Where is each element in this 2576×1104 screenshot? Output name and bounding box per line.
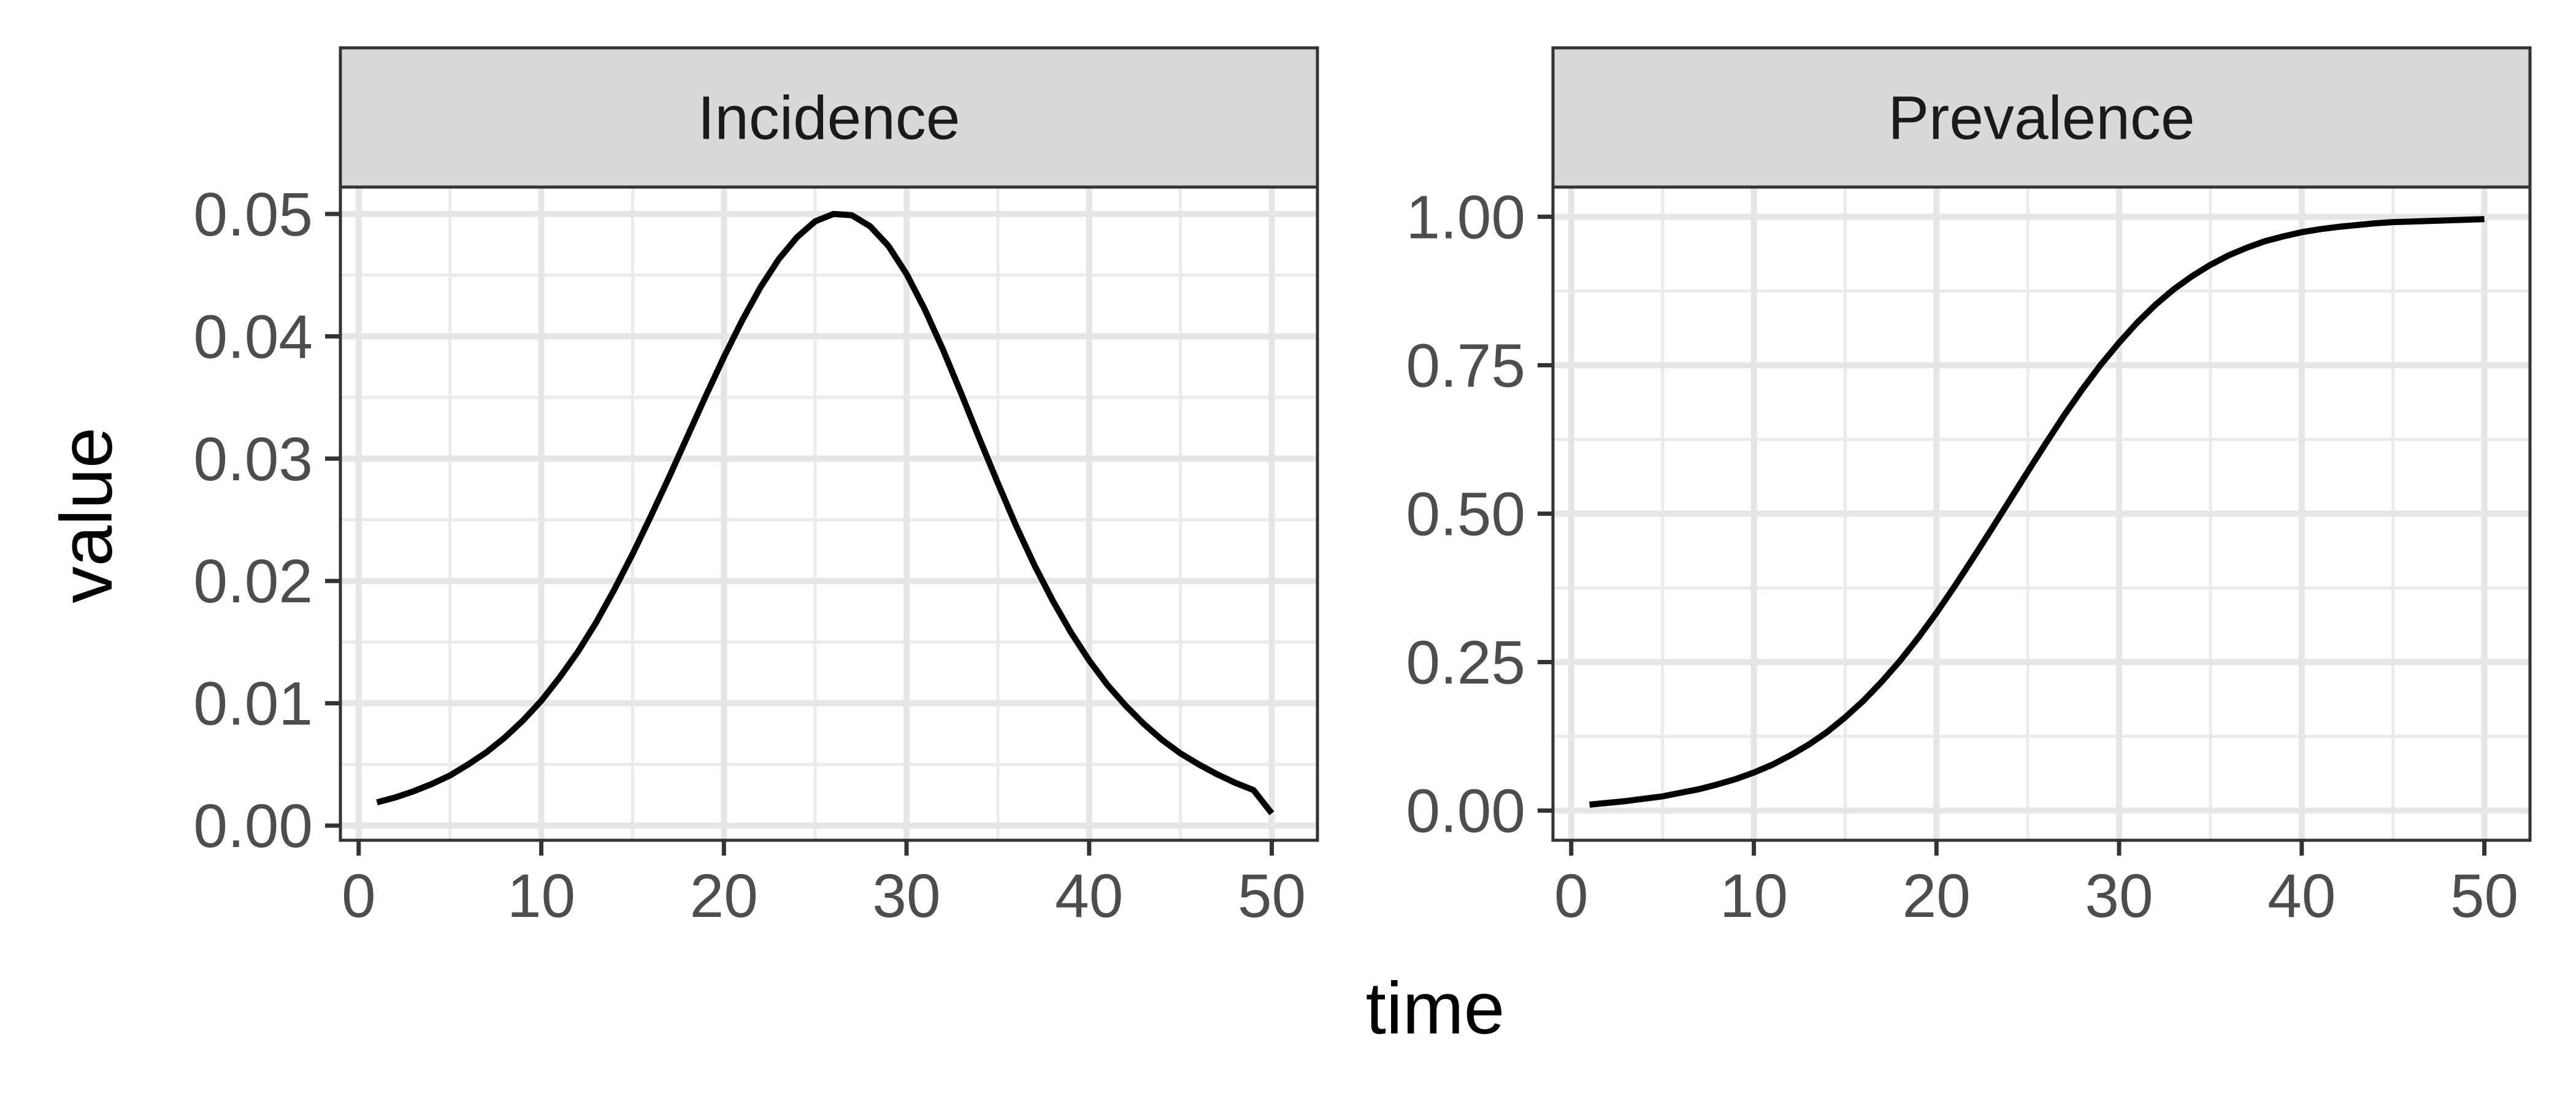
y-tick-label: 0.04 [193, 302, 313, 371]
x-tick-label: 10 [1720, 862, 1788, 930]
x-tick-label: 40 [1055, 862, 1123, 930]
y-tick-label: 0.02 [193, 547, 313, 616]
facet-strip [339, 46, 1319, 189]
series-line-incidence [376, 210, 1275, 816]
x-tick-label: 30 [872, 862, 940, 930]
y-tick-label: 0.50 [1406, 480, 1525, 549]
series-line-prevalence [1589, 216, 2485, 808]
x-tick-label: 10 [507, 862, 575, 930]
x-tick-label: 20 [1903, 862, 1971, 930]
facet-strip-label: Incidence [697, 84, 960, 153]
x-tick-label: 0 [1554, 862, 1589, 930]
panel-background [340, 187, 1317, 840]
y-tick-label: 0.00 [1406, 777, 1525, 846]
x-tick-label: 0 [342, 862, 376, 930]
panel-prevalence: Prevalence 0 10 20 30 40 50 0.00 0.25 0.50 0.75 1.0… [1406, 46, 2532, 930]
facet-strip-label: Prevalence [1888, 84, 2195, 153]
y-tick-label: 0.00 [193, 792, 313, 861]
x-tick-label: 20 [690, 862, 758, 930]
panel-incidence: Incidence 0 10 20 30 40 50 0.00 0.01 0.02 0.03 0.04… [193, 46, 1319, 930]
y-tick-label: 0.03 [193, 425, 313, 494]
y-axis-title: value [45, 427, 128, 604]
y-tick-label: 0.25 [1406, 629, 1525, 697]
y-tick-label: 0.01 [193, 670, 313, 738]
panels: Incidence 0 10 20 30 40 50 0.00 0.01 0.02 0.03 0.04… [193, 46, 2532, 930]
x-tick-label: 50 [2450, 862, 2518, 930]
y-tick-label: 0.75 [1406, 331, 1525, 400]
facet-strip [1551, 46, 2532, 189]
panel-border [339, 185, 1319, 842]
y-tick-label: 1.00 [1406, 183, 1525, 251]
x-tick-label: 30 [2085, 862, 2153, 930]
y-tick-label: 0.05 [193, 180, 313, 249]
x-tick-label: 40 [2267, 862, 2336, 930]
x-tick-label: 50 [1238, 862, 1306, 930]
x-axis-title: time [1366, 967, 1505, 1049]
